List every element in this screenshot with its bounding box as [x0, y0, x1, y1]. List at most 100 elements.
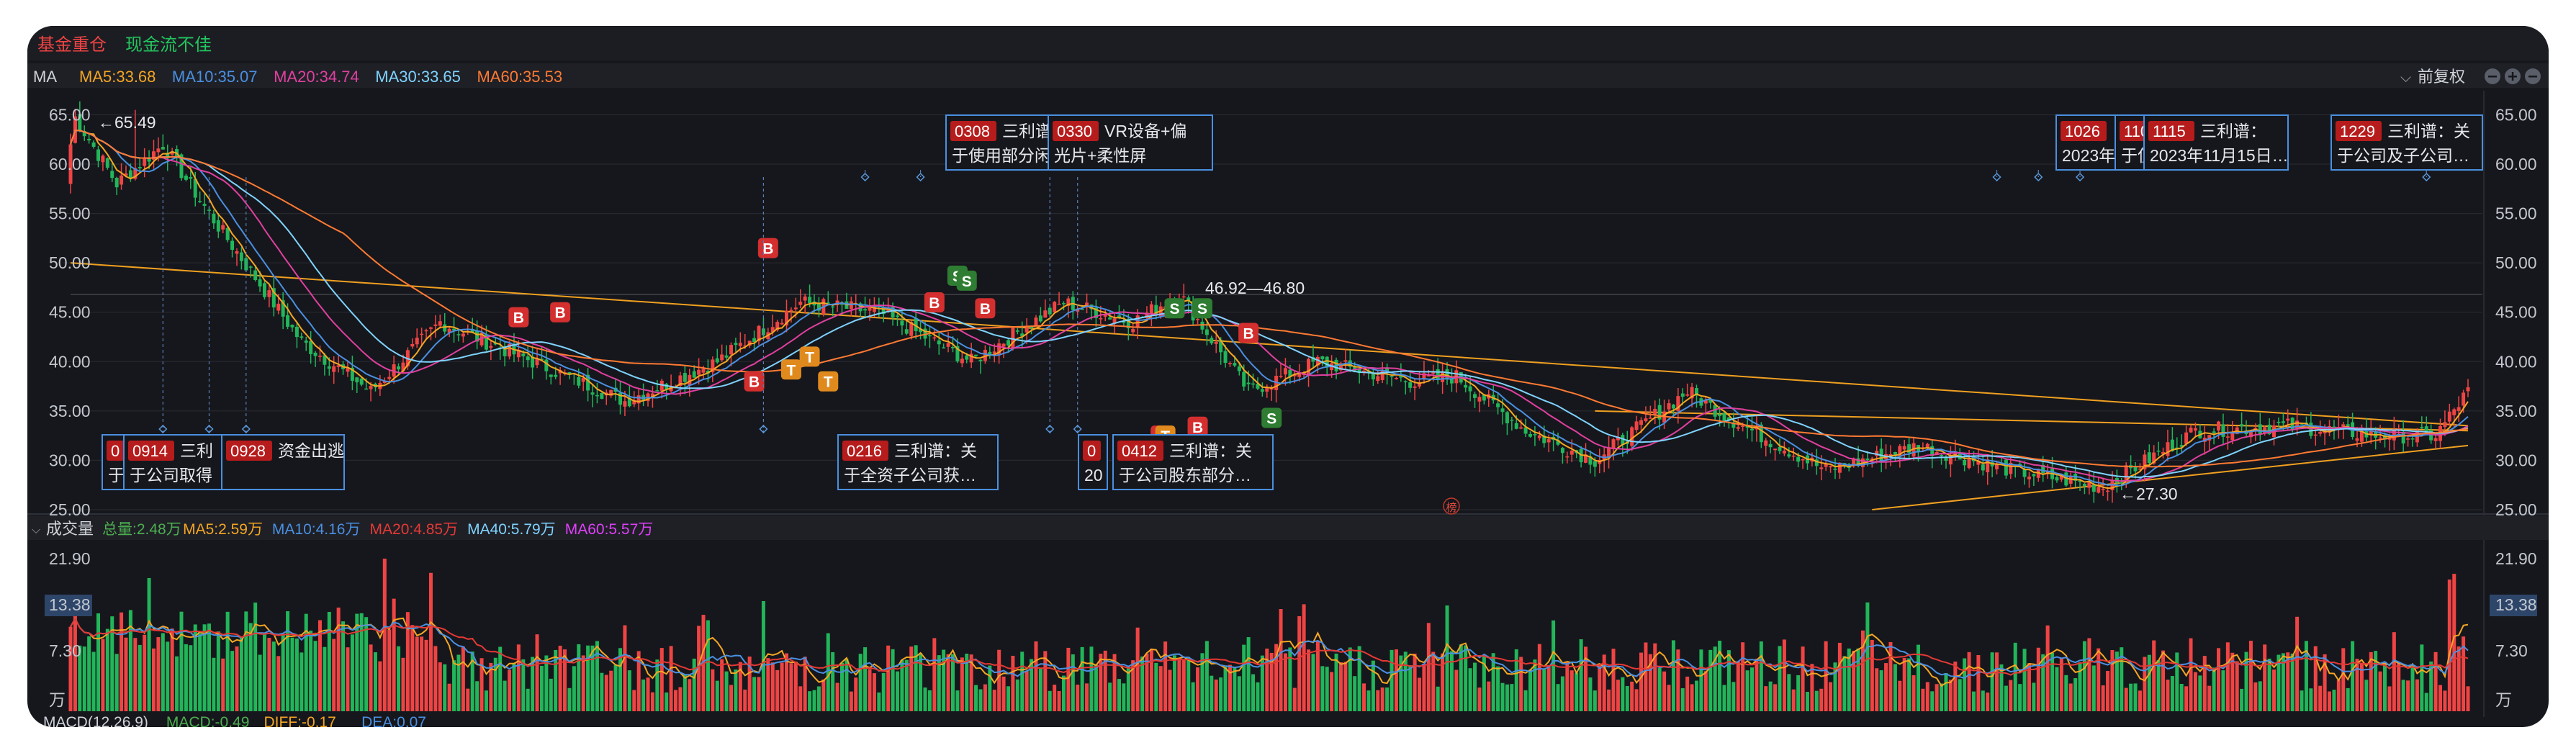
volume-bar: [793, 662, 798, 711]
volume-bar: [405, 612, 410, 711]
volume-bar: [2420, 644, 2424, 711]
price-adjust-control[interactable]: ⌵ 前复权: [2400, 68, 2465, 86]
trade-marker-b[interactable]: [975, 298, 996, 319]
volume-bar: [1204, 641, 1209, 711]
candle-body: [1986, 459, 1990, 473]
volume-bar: [1718, 640, 1722, 711]
candle-body: [105, 158, 109, 168]
candle-body: [1338, 363, 1343, 371]
volume-bar: [1399, 655, 1403, 711]
chevron-down-icon[interactable]: ⌵: [2400, 70, 2411, 86]
candle-body: [831, 306, 835, 308]
candle-body: [2041, 464, 2045, 474]
candle-body: [1824, 464, 1828, 467]
trade-marker-b[interactable]: [1238, 323, 1259, 343]
candle-body: [1676, 396, 1680, 411]
candle-body: [452, 328, 456, 330]
trade-marker-t[interactable]: [780, 359, 801, 380]
volume-bar: [2323, 654, 2327, 711]
volume-bar: [1390, 649, 1394, 711]
trade-marker-b[interactable]: [550, 302, 571, 323]
tag-cashflow[interactable]: 现金流不佳: [125, 35, 212, 55]
volume-bar: [401, 657, 405, 711]
volume-bar: [1154, 662, 1158, 711]
trade-marker-s[interactable]: [1164, 298, 1185, 319]
trade-marker-text: T: [824, 374, 833, 391]
news-box[interactable]: 0于: [102, 434, 132, 490]
volume-bar: [798, 686, 803, 711]
news-code-badge: [1083, 441, 1101, 461]
news-box[interactable]: 1115 三利谱： 2023年11月15日…: [2143, 114, 2289, 171]
candle-body: [2276, 421, 2281, 423]
volume-bar: [1186, 657, 1191, 711]
volume-bar: [2359, 663, 2364, 711]
volume-bar: [1648, 654, 1652, 711]
volume-bar: [1514, 649, 1518, 711]
trade-marker-t[interactable]: [799, 346, 820, 367]
news-subtitle: 于全资子公司获…: [844, 466, 976, 484]
trade-marker-s[interactable]: [956, 270, 977, 291]
volume-tick-highlight: [2490, 595, 2537, 616]
trade-marker-s[interactable]: [1192, 298, 1212, 319]
candle-body: [2018, 464, 2022, 466]
volume-bar: [1441, 653, 1445, 711]
volume-bar: [1671, 640, 1675, 711]
volume-bar: [198, 633, 202, 711]
trade-marker-b[interactable]: [924, 292, 945, 312]
volume-collapse-icon[interactable]: ⌵: [32, 524, 40, 536]
news-box[interactable]: 020: [1078, 434, 1108, 490]
volume-bar: [780, 662, 784, 711]
volume-bar: [1852, 651, 1856, 711]
volume-bar: [1353, 676, 1357, 711]
ranking-badge-icon[interactable]: [1443, 497, 1460, 515]
candle-body: [166, 153, 170, 159]
volume-bar: [632, 690, 636, 711]
news-box[interactable]: 0928 资金出逃: [221, 434, 345, 490]
volume-bar: [2364, 680, 2369, 711]
volume-bar: [697, 626, 701, 711]
volume-tick-highlight: [45, 595, 92, 616]
tag-fund-holding[interactable]: 基金重仓: [37, 35, 107, 55]
volume-bar: [1191, 682, 1195, 711]
trade-marker-t[interactable]: [818, 371, 839, 392]
trade-marker-text: T: [805, 349, 814, 366]
volume-bar: [359, 613, 364, 711]
adjust-label[interactable]: 前复权: [2418, 68, 2465, 86]
candle-body: [1852, 458, 1856, 466]
volume-bar: [1449, 651, 1454, 711]
candle-body: [1888, 454, 1893, 456]
candle-body: [946, 343, 950, 347]
news-code-badge: [1053, 121, 1099, 141]
volume-bar: [397, 646, 401, 711]
volume-bar: [2101, 685, 2105, 711]
candle-body: [1630, 427, 1634, 446]
candle-body: [2401, 432, 2405, 444]
volume-bar: [1814, 690, 1819, 711]
volume-bar: [1320, 666, 1325, 711]
candle-body: [2068, 476, 2073, 484]
candle-body: [1648, 418, 1652, 419]
news-box[interactable]: 0330 VR设备+偏光片+柔性屏: [1048, 114, 1213, 171]
volume-bar: [2082, 641, 2086, 711]
candle-body: [359, 378, 364, 385]
trade-marker-b[interactable]: [744, 371, 765, 392]
news-box[interactable]: 1229 三利谱：关于公司及子公司…: [2330, 114, 2483, 171]
volume-bar: [692, 658, 696, 711]
trade-marker-s[interactable]: [1261, 407, 1282, 428]
candle-body: [955, 346, 960, 361]
ma-legend: MA5:33.68 MA10:35.07 MA20:34.74 MA30:33.65 M…: [79, 68, 562, 86]
news-box[interactable]: 1026 2023年: [2055, 114, 2122, 171]
news-box[interactable]: 0412 三利谱：关于公司股东部分…: [1112, 434, 1274, 490]
candle-body: [508, 343, 512, 357]
volume-bar: [1829, 682, 1833, 711]
volume-bar: [1487, 681, 1491, 711]
trade-marker-b[interactable]: [508, 307, 529, 328]
volume-bar: [1338, 662, 1343, 711]
news-box[interactable]: 0216 三利谱：关于全资子公司获…: [837, 434, 999, 490]
candle-body: [258, 279, 262, 287]
kline-chart-svg: BBBBTTTBSSBSSBTBBS榜 0于0914三利于公司取得0928资金出…: [27, 26, 2549, 727]
trade-marker-b[interactable]: [1187, 416, 1208, 437]
volume-bar: [1482, 655, 1486, 711]
